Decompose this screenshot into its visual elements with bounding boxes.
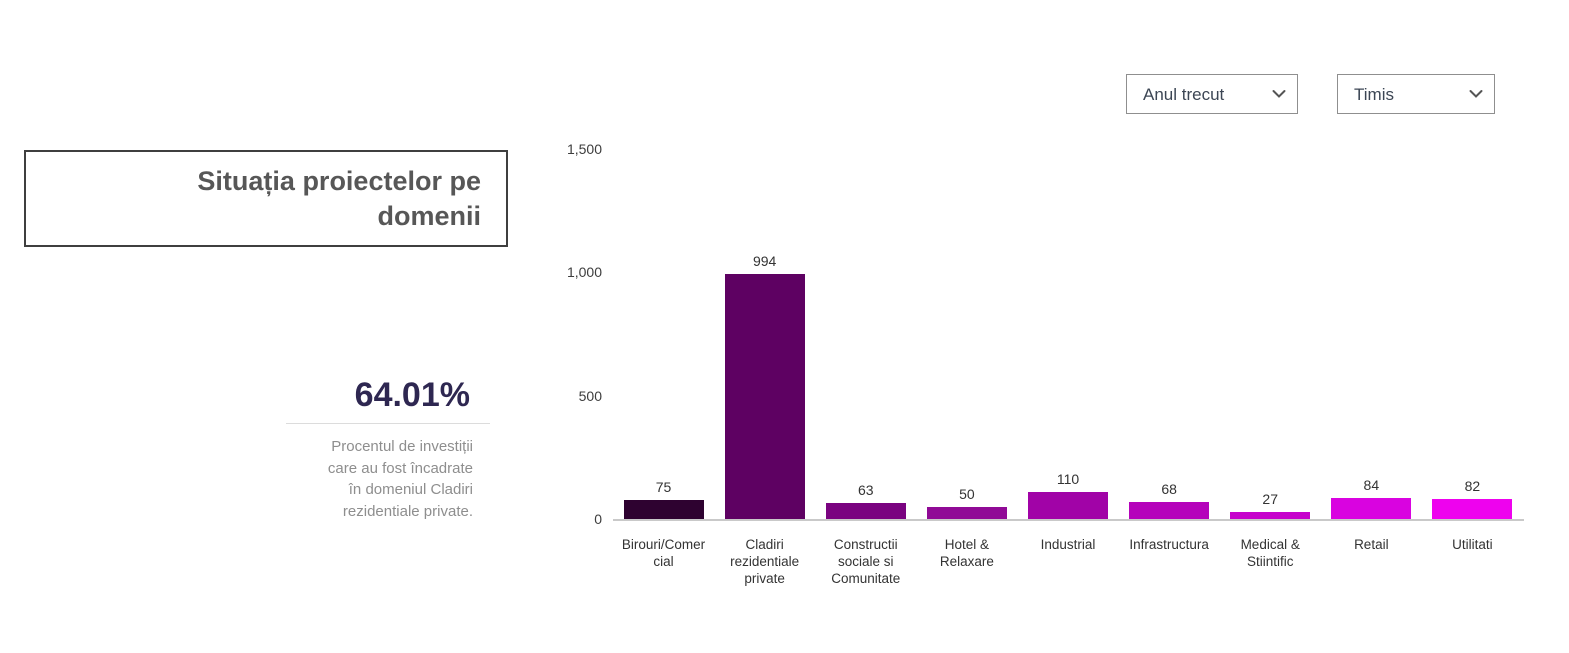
bar-value-label: 82 xyxy=(1464,478,1481,494)
page-title: Situația proiectelor pe domenii xyxy=(197,165,481,231)
bar-slot: 82 xyxy=(1422,149,1523,519)
region-select-wrapper: Timis xyxy=(1337,74,1495,114)
bar-slot: 994 xyxy=(714,149,815,519)
kpi-divider xyxy=(286,423,490,424)
bar-slot: 84 xyxy=(1321,149,1422,519)
period-select-wrapper: Anul trecut xyxy=(1126,74,1298,114)
bar-value-label: 27 xyxy=(1262,491,1278,507)
period-select[interactable]: Anul trecut xyxy=(1126,74,1298,114)
bar-Retail[interactable] xyxy=(1331,498,1412,519)
bar-value-label: 63 xyxy=(857,482,874,498)
chart-title-box: Situația proiectelor pe domenii xyxy=(24,150,508,247)
bar-slot: 27 xyxy=(1220,149,1321,519)
bar-value-label: 84 xyxy=(1363,477,1380,493)
x-axis-line xyxy=(613,519,1524,521)
x-axis-category-labels: Birouri/Comer cial Cladiri rezidentiale p… xyxy=(613,536,1523,587)
y-axis-tick-label: 1,500 xyxy=(566,141,602,157)
bar-slot: 75 xyxy=(613,149,714,519)
bar-Infrastructura[interactable] xyxy=(1129,502,1210,519)
bar-Constructii sociale si Comunitate[interactable] xyxy=(825,503,906,519)
bar-Industrial[interactable] xyxy=(1027,492,1108,519)
bar-slot: 50 xyxy=(916,149,1017,519)
y-axis-tick-label: 500 xyxy=(578,387,602,404)
x-axis-category-label: Birouri/Comer cial xyxy=(621,537,706,569)
bar-slot: 110 xyxy=(1017,149,1118,519)
region-select[interactable]: Timis xyxy=(1337,74,1495,114)
y-axis-tick-label: 0 xyxy=(594,511,602,527)
bar-Utilitati[interactable] xyxy=(1432,499,1513,519)
bar-slot: 68 xyxy=(1119,149,1220,519)
bar-slot: 63 xyxy=(815,149,916,519)
bar-value-label: 75 xyxy=(655,479,672,495)
x-axis-category-label: Medical & Stiintific xyxy=(1240,537,1300,569)
bar-value-label: 110 xyxy=(1056,471,1080,487)
x-axis-category-label: Constructii sociale si Comunitate xyxy=(831,537,901,586)
kpi-description: Procentul de investiții care au fost înc… xyxy=(327,438,473,520)
bar-Medical & Stiintific[interactable] xyxy=(1230,512,1311,519)
bar-Hotel & Relaxare[interactable] xyxy=(926,507,1007,519)
x-axis-category-label: Utilitati xyxy=(1452,537,1493,552)
x-axis-category-label: Hotel & Relaxare xyxy=(939,537,994,569)
kpi-percentage: 64.01% xyxy=(354,376,470,414)
bar-value-label: 50 xyxy=(959,486,975,502)
bar-value-label: 994 xyxy=(752,253,777,269)
bar-Cladiri rezidentiale private[interactable] xyxy=(724,274,805,519)
x-axis-category-label: Retail xyxy=(1354,537,1389,552)
bar-chart-plot-area: 75 994 63 50 110 68 27 84 82 xyxy=(613,149,1523,519)
x-axis-category-label: Infrastructura xyxy=(1129,537,1209,552)
bar-value-label: 68 xyxy=(1161,481,1177,497)
x-axis-category-label: Industrial xyxy=(1040,537,1096,552)
bar-Birouri/Comercial[interactable] xyxy=(623,500,704,519)
x-axis-category-label: Cladiri rezidentiale private xyxy=(730,537,800,586)
y-axis-tick-label: 1,000 xyxy=(566,264,602,281)
